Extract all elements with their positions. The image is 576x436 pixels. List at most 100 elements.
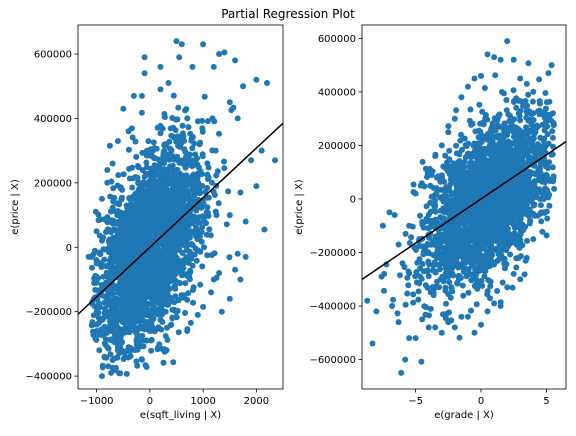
scatter-point bbox=[139, 333, 145, 339]
scatter-point bbox=[133, 222, 139, 228]
scatter-point bbox=[130, 175, 136, 181]
scatter-point bbox=[485, 288, 491, 294]
scatter-point bbox=[395, 310, 401, 316]
scatter-point bbox=[141, 299, 147, 305]
scatter-point bbox=[425, 259, 431, 265]
scatter-point bbox=[100, 364, 106, 370]
scatter-point bbox=[190, 134, 196, 140]
scatter-point bbox=[143, 362, 149, 368]
scatter-point bbox=[176, 54, 182, 60]
scatter-point bbox=[110, 161, 116, 167]
scatter-point bbox=[455, 218, 461, 224]
scatter-point bbox=[165, 302, 171, 308]
scatter-point bbox=[128, 205, 134, 211]
scatter-point bbox=[200, 213, 206, 219]
scatter-point bbox=[136, 300, 142, 306]
scatter-point bbox=[161, 150, 167, 156]
scatter-point bbox=[179, 41, 185, 47]
scatter-point bbox=[420, 159, 426, 165]
scatter-point bbox=[103, 336, 109, 342]
scatter-point bbox=[479, 109, 485, 115]
scatter-point bbox=[188, 197, 194, 203]
scatter-point bbox=[197, 190, 203, 196]
scatter-point bbox=[187, 249, 193, 255]
scatter-point bbox=[185, 290, 191, 296]
scatter-point bbox=[170, 359, 176, 365]
scatter-point bbox=[190, 300, 196, 306]
x-axis-label: e(sqft_living | X) bbox=[140, 410, 221, 421]
scatter-point bbox=[496, 123, 502, 129]
scatter-point bbox=[185, 242, 191, 248]
scatter-point bbox=[213, 173, 219, 179]
scatter-point bbox=[131, 93, 137, 99]
scatter-point bbox=[118, 184, 124, 190]
y-tick-label: −400000 bbox=[25, 372, 72, 383]
scatter-point bbox=[410, 300, 416, 306]
scatter-point bbox=[120, 245, 126, 251]
scatter-point bbox=[442, 153, 448, 159]
scatter-point bbox=[140, 235, 146, 241]
scatter-point bbox=[531, 203, 537, 209]
scatter-point bbox=[419, 222, 425, 228]
scatter-point bbox=[493, 152, 499, 158]
scatter-point bbox=[126, 147, 132, 153]
scatter-point bbox=[549, 62, 555, 68]
scatter-point bbox=[158, 317, 164, 323]
scatter-point bbox=[188, 320, 194, 326]
scatter-point bbox=[111, 306, 117, 312]
scatter-point bbox=[487, 225, 493, 231]
scatter-point bbox=[130, 246, 136, 252]
scatter-point bbox=[175, 105, 181, 111]
scatter-point bbox=[94, 228, 100, 234]
scatter-point bbox=[193, 208, 199, 214]
scatter-point bbox=[159, 206, 165, 212]
scatter-point bbox=[196, 164, 202, 170]
scatter-point bbox=[130, 316, 136, 322]
scatter-point bbox=[253, 183, 259, 189]
scatter-point bbox=[467, 255, 473, 261]
scatter-point bbox=[148, 187, 154, 193]
scatter-point bbox=[208, 289, 214, 295]
scatter-point bbox=[104, 167, 110, 173]
scatter-point bbox=[174, 38, 180, 44]
scatter-point bbox=[96, 301, 102, 307]
scatter-point bbox=[408, 234, 414, 240]
scatter-point bbox=[178, 140, 184, 146]
scatter-point bbox=[157, 212, 163, 218]
scatter-point bbox=[206, 174, 212, 180]
scatter-point bbox=[468, 308, 474, 314]
scatter-point bbox=[530, 99, 536, 105]
scatter-point bbox=[513, 124, 519, 130]
scatter-point bbox=[502, 265, 508, 271]
scatter-point bbox=[151, 301, 157, 307]
scatter-point bbox=[500, 280, 506, 286]
scatter-point bbox=[461, 269, 467, 275]
scatter-point bbox=[204, 160, 210, 166]
scatter-point bbox=[148, 291, 154, 297]
scatter-point bbox=[171, 243, 177, 249]
scatter-point bbox=[126, 275, 132, 281]
scatter-point bbox=[169, 215, 175, 221]
scatter-point bbox=[136, 339, 142, 345]
scatter-point bbox=[114, 244, 120, 250]
x-tick-label: 0 bbox=[147, 396, 153, 407]
scatter-point bbox=[431, 202, 437, 208]
scatter-point bbox=[157, 293, 163, 299]
scatter-point bbox=[89, 319, 95, 325]
scatter-point bbox=[109, 217, 115, 223]
scatter-point bbox=[135, 163, 141, 169]
scatter-point bbox=[116, 330, 122, 336]
scatter-point bbox=[111, 323, 117, 329]
scatter-point bbox=[132, 347, 138, 353]
scatter-point bbox=[411, 182, 417, 188]
scatter-point bbox=[134, 363, 140, 369]
scatter-point bbox=[253, 77, 259, 83]
scatter-point bbox=[104, 180, 110, 186]
scatter-point bbox=[181, 271, 187, 277]
scatter-point bbox=[107, 143, 113, 149]
scatter-point bbox=[149, 264, 155, 270]
scatter-point bbox=[184, 155, 190, 161]
scatter-point bbox=[171, 134, 177, 140]
scatter-point bbox=[86, 254, 92, 260]
scatter-point bbox=[142, 54, 148, 60]
